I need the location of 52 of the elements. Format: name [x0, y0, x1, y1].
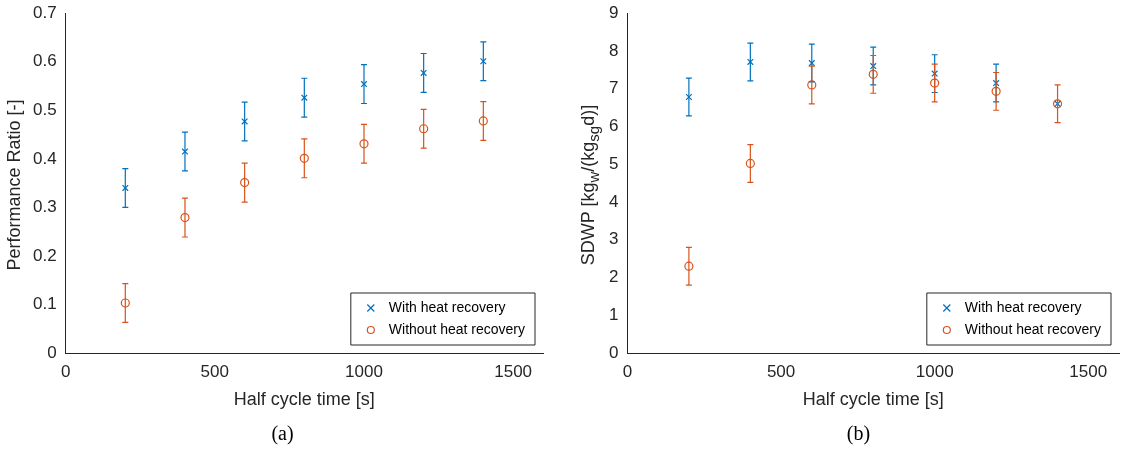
- legend-label: Without heat recovery: [964, 320, 1101, 337]
- y-tick-label: 5: [608, 153, 619, 173]
- x-tick-label: 0: [622, 361, 633, 381]
- y-tick-label: 9: [608, 2, 619, 22]
- point: [684, 261, 694, 271]
- x-axis-title: Half cycle time [s]: [802, 389, 944, 410]
- point: [746, 58, 754, 66]
- point: [745, 158, 755, 169]
- y-tick-label: 2: [608, 267, 619, 287]
- y-tick-label: 0.7: [32, 2, 57, 22]
- y-tick-label: 6: [608, 116, 619, 136]
- y-tick-label: 0: [47, 342, 57, 362]
- text: (a): [270, 422, 295, 445]
- x-tick-label: 500: [200, 361, 229, 381]
- y-tick-label: 0.2: [32, 245, 57, 265]
- y-tick-label: 3: [608, 229, 619, 249]
- x-tick-label: 1000: [915, 361, 954, 381]
- legend-label: With heat recovery: [388, 298, 506, 315]
- legend-label: Without heat recovery: [388, 320, 525, 337]
- point: [121, 184, 129, 192]
- y-tick-label: 0.4: [32, 148, 57, 168]
- x-tick-label: 1000: [345, 361, 383, 381]
- point: [868, 69, 878, 79]
- y-tick-label: 1: [608, 304, 619, 324]
- point: [807, 80, 817, 90]
- y-tick-label: 4: [608, 191, 619, 211]
- y-tick-label: 0: [608, 342, 619, 362]
- point: [299, 153, 309, 163]
- point: [991, 86, 1001, 96]
- point: [419, 124, 429, 134]
- y-axis-title: Performance Ratio [-]: [3, 99, 25, 271]
- x-axis-title: Half cycle time [s]: [233, 389, 375, 410]
- y-tick-label: 0.6: [32, 51, 57, 71]
- point: [420, 69, 428, 77]
- x-tick-label: 1500: [494, 361, 533, 381]
- point: [478, 116, 488, 126]
- x-tick-label: 1500: [1069, 361, 1108, 381]
- point: [359, 139, 369, 149]
- point: [180, 212, 190, 223]
- point: [120, 298, 130, 308]
- point: [240, 178, 250, 188]
- x-tick-label: 500: [766, 361, 796, 381]
- y-tick-label: 7: [608, 78, 619, 98]
- y-tick-label: 0.1: [32, 294, 57, 314]
- x-tick-label: 0: [60, 361, 71, 381]
- legend-label: With heat recovery: [964, 298, 1082, 315]
- y-tick-label: 0.3: [32, 197, 57, 217]
- point: [930, 78, 940, 88]
- y-tick-label: 8: [608, 40, 619, 60]
- point: [869, 62, 877, 70]
- y-tick-label: 0.5: [32, 99, 57, 119]
- text: (b): [845, 422, 872, 445]
